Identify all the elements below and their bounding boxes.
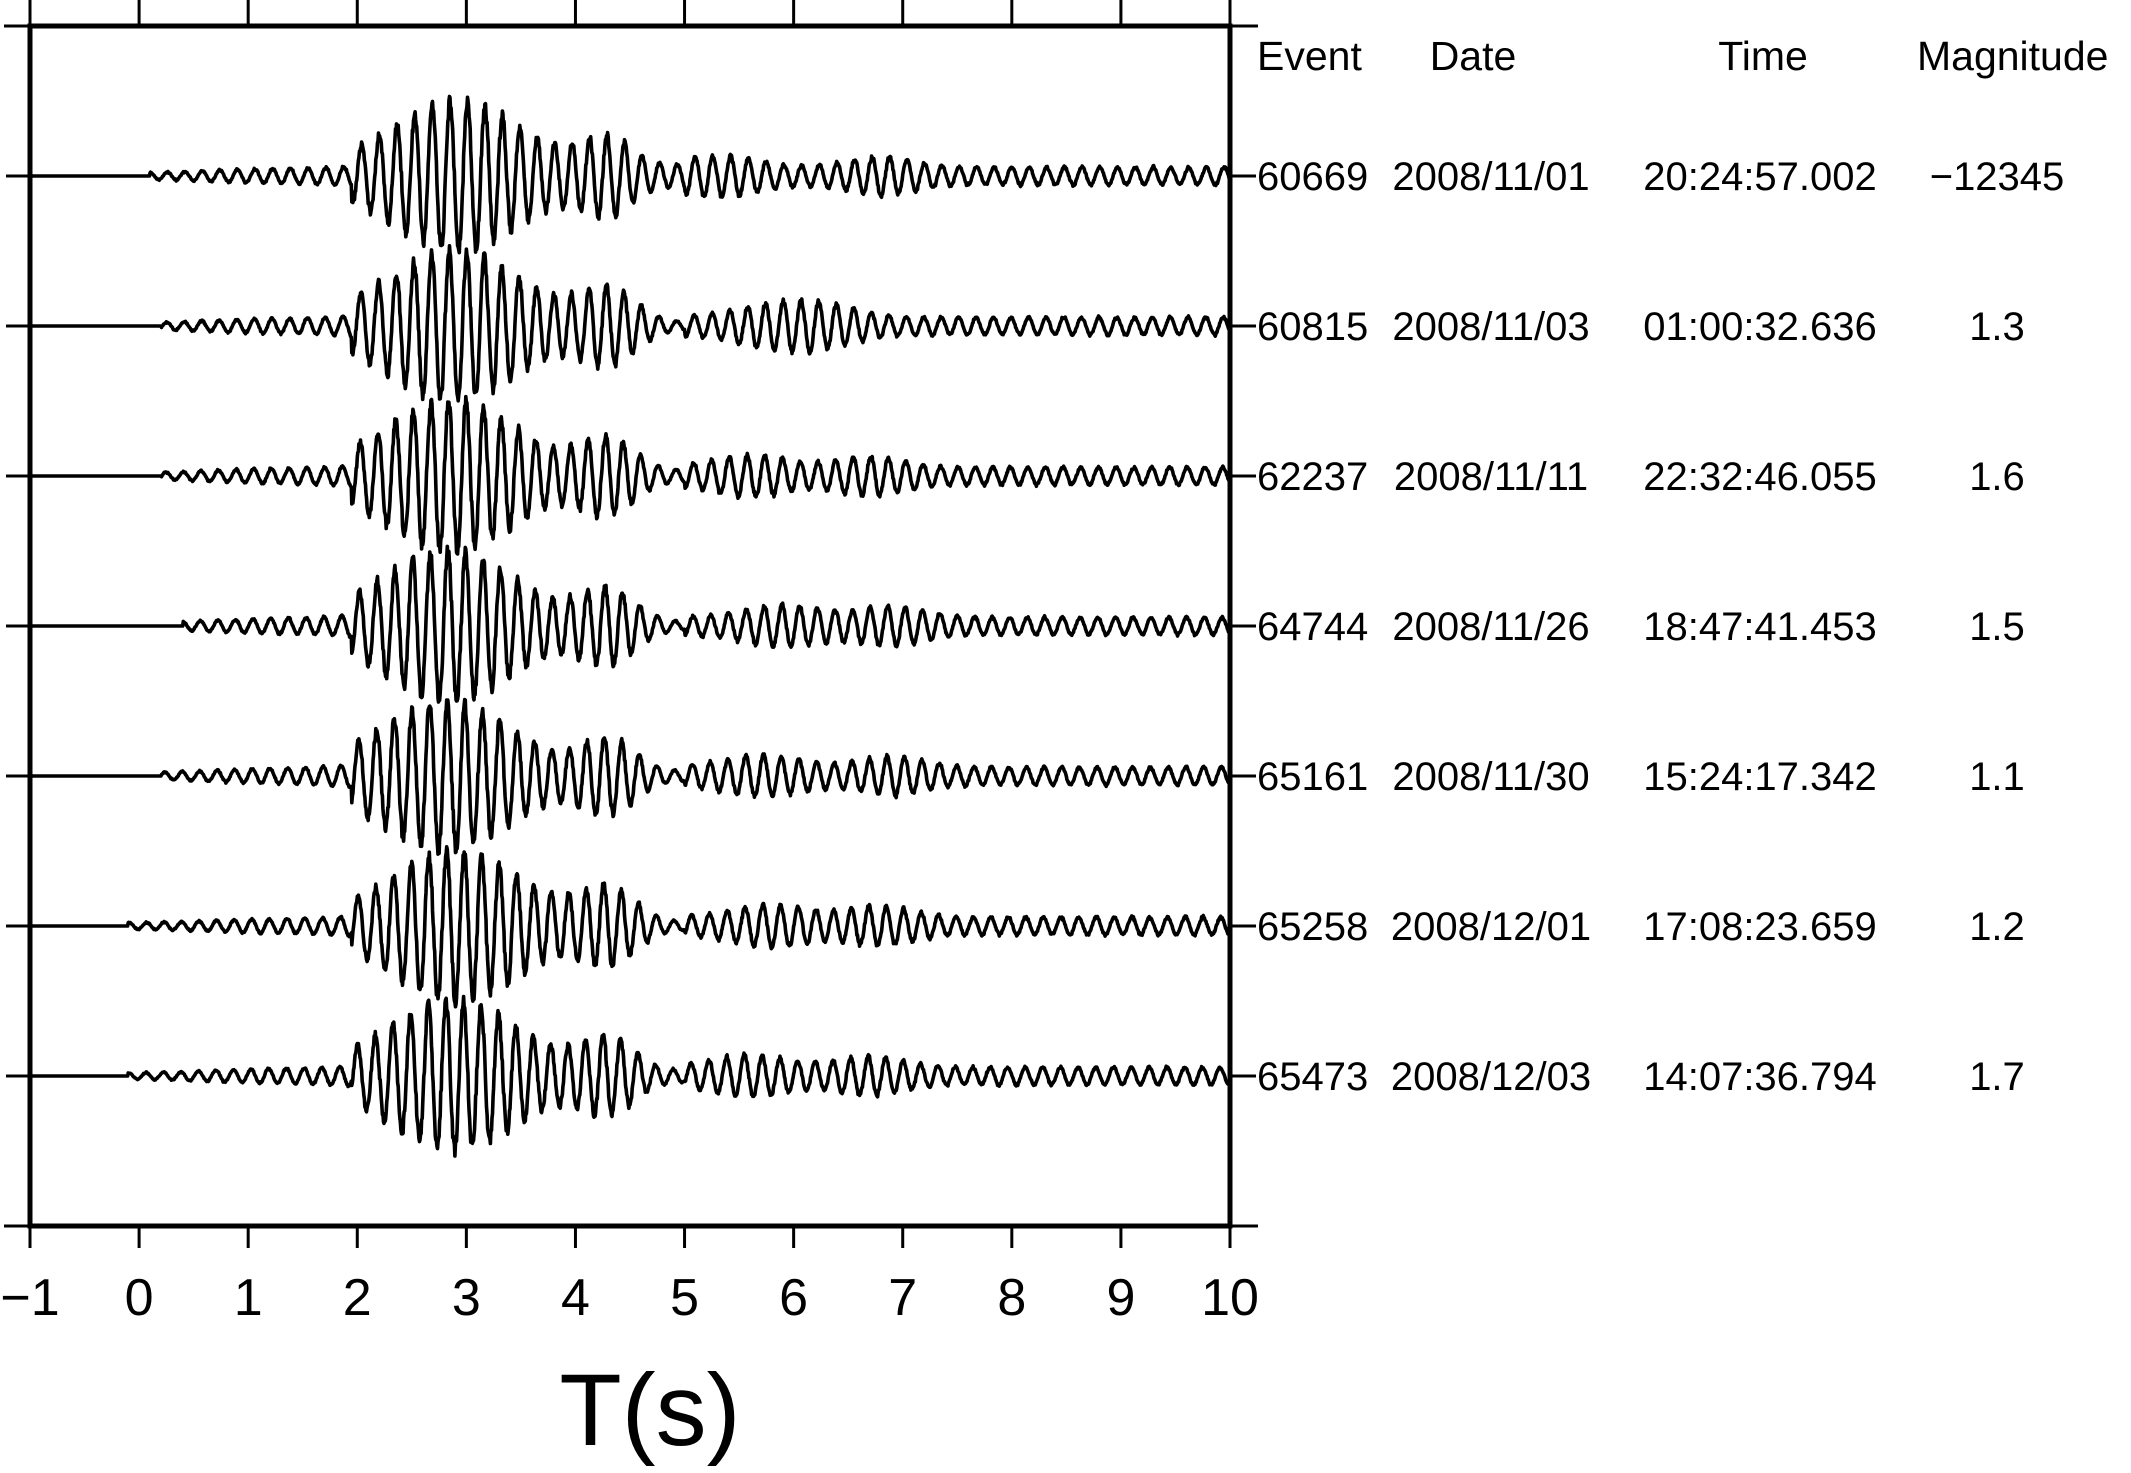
x-tick-label: 3: [452, 1269, 481, 1327]
row-time: 15:24:17.342: [1643, 755, 1877, 799]
x-tick-labels: −1 0 1 2 3 4 5 6 7 8 9 10: [0, 1269, 1259, 1327]
trace-65258: [30, 847, 1230, 1007]
header-event: Event: [1257, 33, 1362, 79]
table-row: 60815 2008/11/03 01:00:32.636 1.3: [1257, 305, 2025, 349]
row-event: 65161: [1257, 755, 1368, 799]
trace-64744: [30, 546, 1230, 702]
traces: [30, 97, 1230, 1157]
header-time: Time: [1718, 33, 1808, 79]
row-date: 2008/11/11: [1394, 455, 1588, 499]
row-magnitude: 1.1: [1969, 755, 2025, 799]
trace-65473: [30, 997, 1230, 1157]
row-magnitude: 1.6: [1969, 455, 2025, 499]
table-row: 65161 2008/11/30 15:24:17.342 1.1: [1257, 755, 2025, 799]
row-event: 65473: [1257, 1055, 1368, 1099]
x-tick-label: 2: [343, 1269, 372, 1327]
trace-60669: [30, 97, 1230, 253]
row-magnitude: 1.7: [1969, 1055, 2025, 1099]
row-date: 2008/11/03: [1392, 305, 1589, 349]
x-tick-label: 8: [997, 1269, 1026, 1327]
header-magnitude: Magnitude: [1917, 33, 2108, 79]
table-rows: 60669 2008/11/01 20:24:57.002 −12345 60815 20…: [1257, 155, 2064, 1099]
row-time: 17:08:23.659: [1643, 905, 1877, 949]
row-time: 22:32:46.055: [1643, 455, 1877, 499]
trace-65161: [30, 700, 1230, 855]
header-date: Date: [1430, 33, 1517, 79]
trace-60815: [30, 246, 1230, 401]
row-event: 64744: [1257, 605, 1368, 649]
trace-62237: [30, 397, 1230, 554]
row-date: 2008/11/30: [1392, 755, 1589, 799]
row-date: 2008/11/01: [1392, 155, 1589, 199]
x-tick-label: 1: [234, 1269, 263, 1327]
row-time: 14:07:36.794: [1643, 1055, 1877, 1099]
row-time: 20:24:57.002: [1643, 155, 1877, 199]
row-date: 2008/12/03: [1391, 1055, 1591, 1099]
row-magnitude: 1.5: [1969, 605, 2025, 649]
table-row: 65473 2008/12/03 14:07:36.794 1.7: [1257, 1055, 2025, 1099]
table-row: 64744 2008/11/26 18:47:41.453 1.5: [1257, 605, 2025, 649]
table-row: 62237 2008/11/11 22:32:46.055 1.6: [1257, 455, 2025, 499]
x-tick-label: 6: [779, 1269, 808, 1327]
row-date: 2008/11/26: [1392, 605, 1589, 649]
x-tick-label: 10: [1201, 1269, 1259, 1327]
row-event: 65258: [1257, 905, 1368, 949]
row-magnitude: 1.2: [1969, 905, 2025, 949]
x-tick-label: 0: [125, 1269, 154, 1327]
row-event: 60815: [1257, 305, 1368, 349]
x-tick-label: −1: [0, 1269, 59, 1327]
table-header: Event Date Time Magnitude: [1257, 33, 2108, 79]
row-time: 18:47:41.453: [1643, 605, 1877, 649]
table-row: 60669 2008/11/01 20:24:57.002 −12345: [1257, 155, 2064, 199]
table-row: 65258 2008/12/01 17:08:23.659 1.2: [1257, 905, 2025, 949]
x-tick-label: 4: [561, 1269, 590, 1327]
x-tick-label: 7: [888, 1269, 917, 1327]
row-event: 60669: [1257, 155, 1368, 199]
row-time: 01:00:32.636: [1643, 305, 1877, 349]
x-axis-label: T(s): [559, 1353, 740, 1467]
row-event: 62237: [1257, 455, 1368, 499]
row-magnitude: 1.3: [1969, 305, 2025, 349]
row-magnitude: −12345: [1930, 155, 2065, 199]
row-date: 2008/12/01: [1391, 905, 1591, 949]
x-tick-label: 9: [1106, 1269, 1135, 1327]
x-tick-label: 5: [670, 1269, 699, 1327]
